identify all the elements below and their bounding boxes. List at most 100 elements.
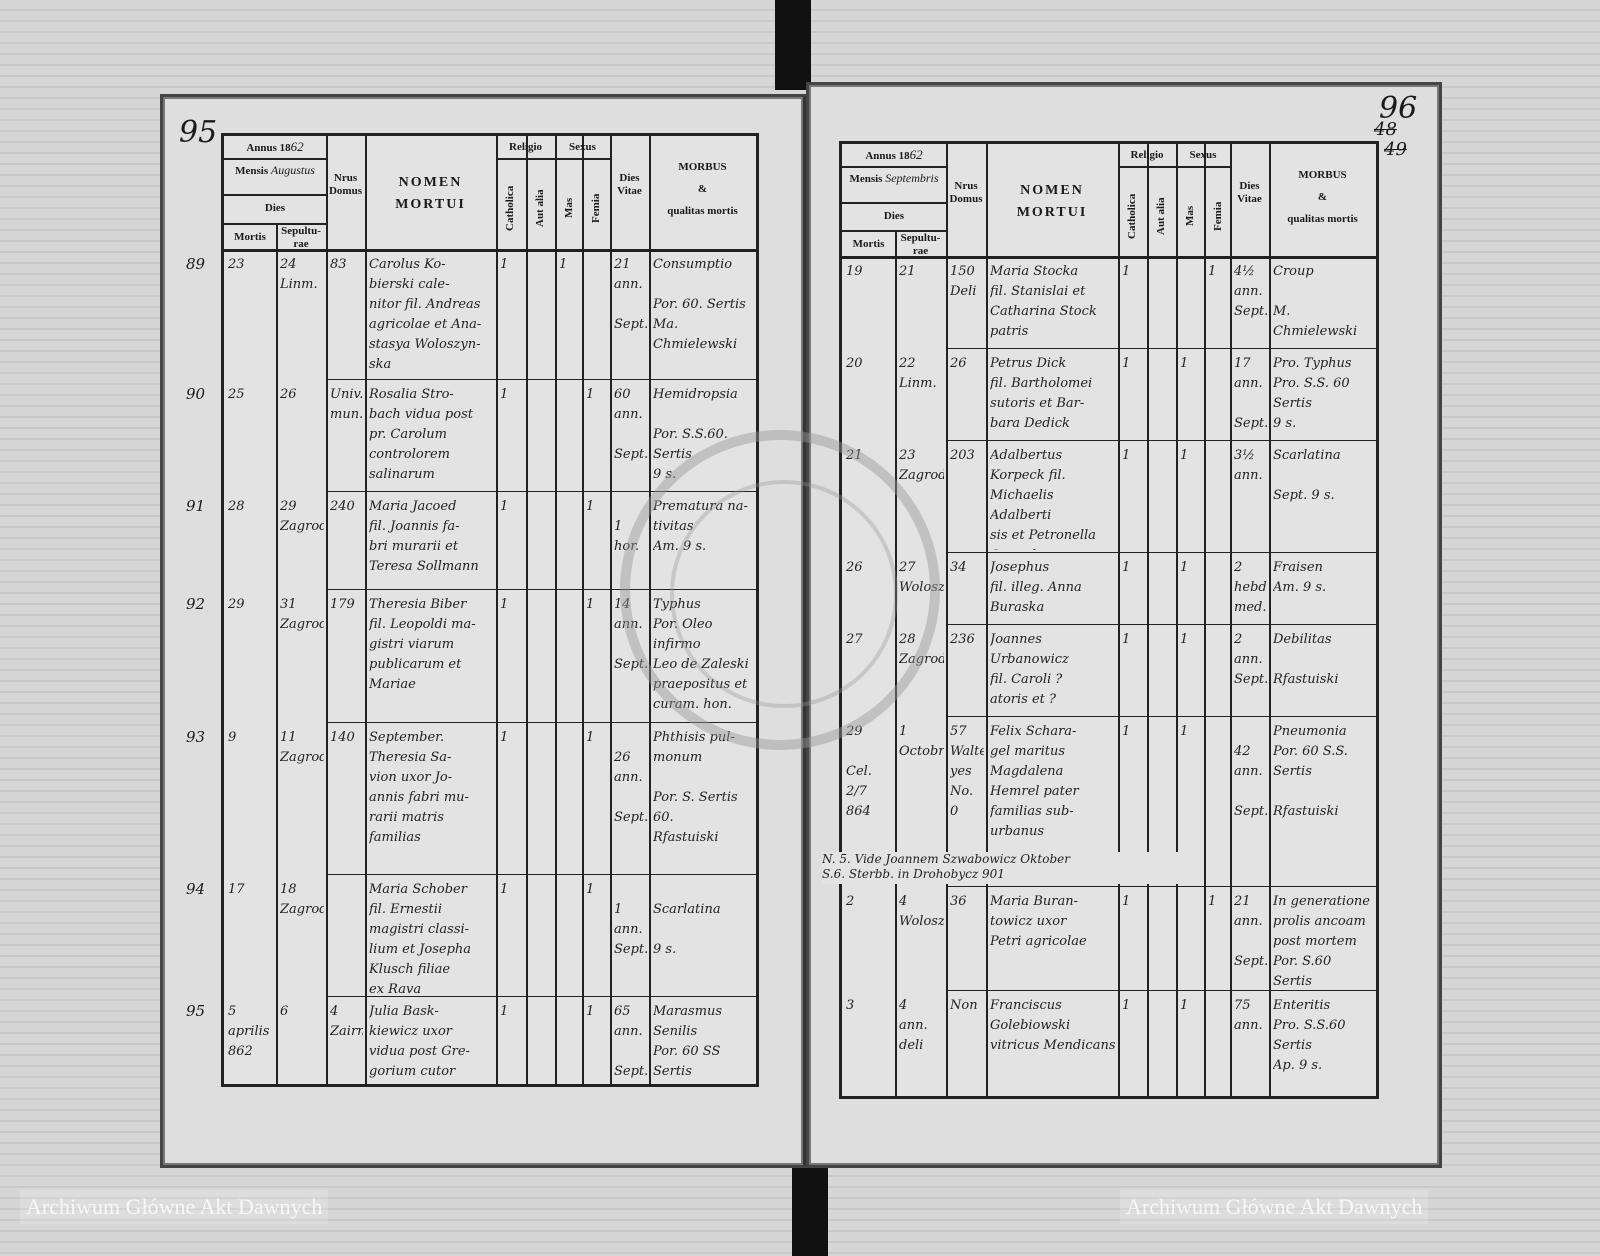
cell-morbus: Consumptio Por. 60. Sertis Ma. Chmielews… <box>653 257 746 352</box>
old-page-number: 49 <box>1384 139 1407 160</box>
dies-label: Dies <box>883 210 905 222</box>
cell-cath: 1 <box>500 730 509 745</box>
cell-fem <box>1208 996 1228 1094</box>
cell-aut <box>1151 262 1174 346</box>
archive-watermark: Archiwum Główne Akt Dawnych <box>1120 1190 1429 1224</box>
left-page: 95 Annus 1862 Mensis Augustus Dies Mortis Se… <box>160 94 809 1168</box>
row-divider <box>946 552 1376 553</box>
cell-mas: 1 <box>1180 356 1189 371</box>
cell-aut <box>530 880 553 994</box>
cell-mas <box>559 880 580 994</box>
column-divider <box>276 223 278 1084</box>
entry-number: 91 <box>186 497 206 515</box>
header-divider <box>496 158 610 160</box>
cell-domus: 236 <box>950 632 975 647</box>
cell-cath: 1 <box>500 387 509 402</box>
row-divider <box>946 348 1376 349</box>
table-row: 20 22 Linm. 26 Petrus Dick fil. Bartholomei… <box>842 348 1376 440</box>
cell-nomen: September. Theresia Sa- vion uxor Jo- an… <box>369 730 469 845</box>
table-row: 3 4 ann. deli Non Franciscus Golebiowski v… <box>842 990 1376 1096</box>
row-divider <box>946 990 1376 991</box>
entry-number: 94 <box>186 880 206 898</box>
header-divider <box>842 166 946 168</box>
cell-sepult: 24 Linm. <box>280 257 318 292</box>
cell-morbus: Prematura na- tivitas Am. 9 s. <box>653 499 748 554</box>
cell-sepult: 28 Zagrody <box>899 632 944 667</box>
morbus-label: MORBUS & qualitas mortis <box>1287 169 1358 225</box>
cell-mas <box>559 1002 580 1084</box>
nomen-mortui-label: NOMEN MORTUI <box>395 175 466 212</box>
cell-cath: 1 <box>500 882 509 897</box>
femia-label: Femia <box>590 193 602 223</box>
row-divider <box>326 379 756 380</box>
archive-watermark: Archiwum Główne Akt Dawnych <box>20 1190 329 1224</box>
cell-sepult: 6 <box>280 1004 289 1019</box>
cell-vitae: 2 hebd. med. <box>1234 560 1267 615</box>
cell-nomen: Josephus fil. illeg. Anna Buraska <box>990 560 1082 615</box>
cell-fem <box>1208 446 1228 550</box>
table-row: 5 aprilis 862 6 4 ZairneJulia Bask- kiewic… <box>186 996 756 1086</box>
cell-fem <box>1208 558 1228 622</box>
page-number: 95 <box>179 115 218 150</box>
cell-domus: 240 <box>330 499 355 514</box>
header-divider <box>224 223 326 225</box>
cell-aut <box>530 497 553 587</box>
cell-cath: 1 <box>1122 724 1131 739</box>
dies-vitae-label: Dies Vitae <box>1237 180 1262 205</box>
table-row: 17 18 Zagrody Maria Schober fil. Ernestii … <box>186 874 756 996</box>
column-divider <box>1147 144 1149 1096</box>
femia-label: Femia <box>1212 201 1224 231</box>
sepulturae-label: Sepultu- rae <box>281 225 321 250</box>
cell-nomen: Rosalia Stro- bach vidua post pr. Carolu… <box>369 387 473 482</box>
cell-domus: 203 <box>950 448 975 463</box>
old-page-number: 48 <box>1374 119 1397 140</box>
cell-cath: 1 <box>1122 998 1131 1013</box>
book-gutter-top <box>775 0 811 90</box>
cell-aut <box>530 385 553 489</box>
header-divider <box>842 202 946 204</box>
cell-nomen: Maria Stocka fil. Stanislai et Catharina… <box>990 264 1097 339</box>
column-divider <box>496 136 498 1084</box>
header-divider <box>224 194 326 196</box>
cell-domus: 26 <box>950 356 967 371</box>
religio-label: Religio <box>1130 149 1164 161</box>
cell-vitae: 2 ann. Sept. <box>1234 632 1267 687</box>
cell-cath: 1 <box>500 597 509 612</box>
cell-morbus: Scarlatina 9 s. <box>653 902 721 957</box>
morbus-label: MORBUS & qualitas mortis <box>667 161 738 217</box>
column-divider <box>1269 144 1271 1096</box>
cell-domus: 4 Zairne <box>330 1004 363 1039</box>
cell-cath: 1 <box>500 257 509 272</box>
cell-sepult: 23 Zagrody <box>899 448 944 483</box>
cell-cath: 1 <box>1122 632 1131 647</box>
cell-domus: 36 <box>950 894 967 909</box>
cell-nomen: Maria Buran- towicz uxor Petri agricolae <box>990 894 1087 949</box>
sexus-label: Sexus <box>569 141 596 153</box>
cell-morbus: In generatione prolis ancoam post mortem… <box>1273 894 1370 988</box>
register-book: 95 Annus 1862 Mensis Augustus Dies Mortis Se… <box>160 82 1455 1168</box>
column-divider <box>1230 144 1232 1096</box>
entry-number: 93 <box>186 728 206 746</box>
table-row: 19 21 150 Deli Maria Stocka fil. Stanislai … <box>842 256 1376 348</box>
cell-mortis: 5 aprilis 862 <box>228 1004 270 1059</box>
right-page: 96 48 49 Annus 1862 Mensis Septembris Dies… <box>806 82 1442 1168</box>
cell-aut <box>530 255 553 377</box>
nomen-mortui-label: NOMEN MORTUI <box>1016 183 1088 220</box>
cell-mortis: 28 <box>228 499 245 514</box>
cell-cath: 1 <box>1122 560 1131 575</box>
cell-aut <box>1151 446 1174 550</box>
mensis-value: Septembris <box>885 171 939 185</box>
cell-morbus: Phthisis pul- monum Por. S. Sertis 60. R… <box>653 730 738 845</box>
column-divider <box>365 136 367 1084</box>
cell-cath: 1 <box>1122 894 1131 909</box>
sepulturae-label: Sepultu- rae <box>900 232 941 257</box>
cell-aut <box>1151 892 1174 988</box>
catholica-label: Catholica <box>1126 193 1138 239</box>
cell-fem <box>1208 722 1228 884</box>
mensis-label: Mensis Augustus <box>224 164 326 178</box>
cell-aut <box>1151 354 1174 438</box>
annus-year: 62 <box>909 147 923 162</box>
cell-mas: 1 <box>1180 998 1189 1013</box>
header-divider <box>224 158 326 160</box>
header-divider <box>842 230 946 232</box>
